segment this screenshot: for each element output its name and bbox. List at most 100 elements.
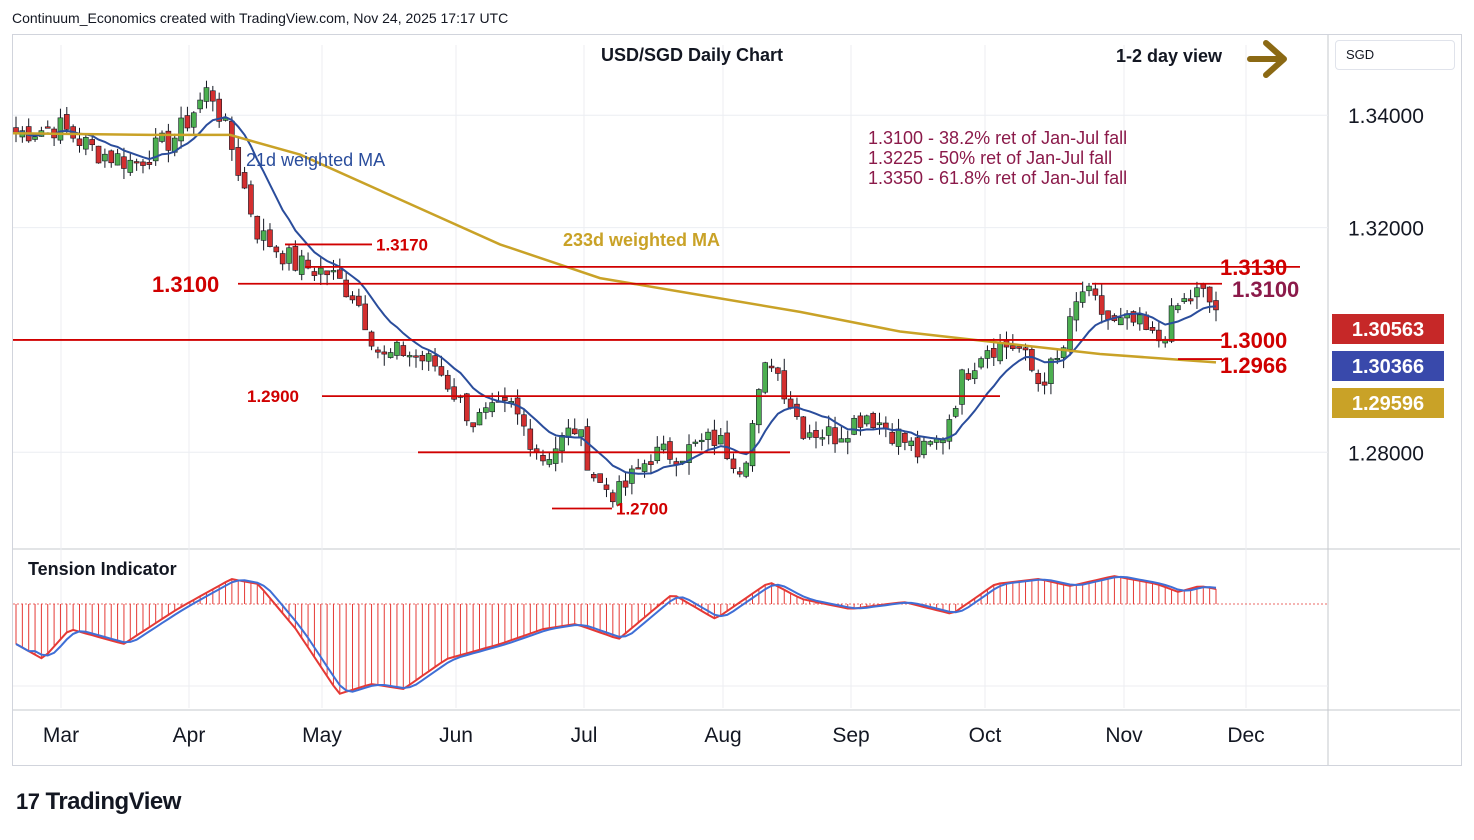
candle-body bbox=[133, 161, 140, 164]
candle-body bbox=[832, 427, 838, 445]
candle-body bbox=[349, 295, 356, 301]
chart-title: USD/SGD Daily Chart bbox=[601, 45, 783, 65]
right-arrow-icon bbox=[1247, 40, 1287, 78]
candle-body bbox=[444, 374, 451, 390]
candle-body bbox=[1060, 347, 1067, 359]
candle-body bbox=[89, 139, 95, 146]
candle-body bbox=[1092, 288, 1099, 296]
candle-body bbox=[260, 230, 267, 241]
candle-body bbox=[254, 215, 261, 240]
candle-body bbox=[356, 295, 362, 306]
candle-body bbox=[870, 412, 876, 428]
candle-body bbox=[825, 426, 832, 436]
ma233-label: 233d weighted MA bbox=[563, 230, 720, 250]
candle-body bbox=[851, 417, 857, 435]
candle-body bbox=[635, 467, 642, 470]
candle-body bbox=[32, 136, 38, 140]
candle-body bbox=[476, 412, 483, 426]
candle-body bbox=[375, 349, 381, 353]
x-tick-label: May bbox=[302, 724, 342, 747]
candle-body bbox=[114, 153, 121, 166]
level-label-1.3130: 1.3130 bbox=[1220, 255, 1287, 280]
candle-body bbox=[1187, 298, 1194, 302]
x-tick-label: Jun bbox=[439, 724, 473, 747]
candle-body bbox=[1206, 286, 1213, 303]
candle-body bbox=[1105, 310, 1111, 320]
view-label: 1-2 day view bbox=[1116, 46, 1223, 66]
chart-caption: Continuum_Economics created with Trading… bbox=[12, 10, 509, 26]
candle-body bbox=[298, 255, 305, 275]
level-label-1.2900: 1.2900 bbox=[247, 387, 299, 406]
candle-body bbox=[603, 484, 610, 490]
candle-body bbox=[597, 473, 603, 483]
candle-body bbox=[210, 90, 216, 102]
candle-body bbox=[952, 408, 959, 417]
candle-body bbox=[844, 438, 851, 443]
candle-body bbox=[1143, 314, 1149, 330]
candle-body bbox=[1035, 372, 1042, 385]
candle-body bbox=[1022, 347, 1029, 351]
candle-body bbox=[381, 351, 388, 355]
x-tick-label: Oct bbox=[969, 724, 1002, 747]
candle-body bbox=[1086, 285, 1092, 292]
ma233-line bbox=[12, 131, 1217, 364]
candle-body bbox=[724, 432, 730, 460]
candle-body bbox=[819, 437, 826, 440]
candle-body bbox=[343, 279, 349, 298]
candle-body bbox=[997, 342, 1003, 362]
candle-body bbox=[648, 461, 654, 465]
candle-body bbox=[692, 441, 699, 444]
y-tick-label: 1.32000 bbox=[1348, 218, 1424, 241]
candle-body bbox=[317, 267, 324, 275]
candle-body bbox=[654, 446, 661, 462]
candle-body bbox=[571, 428, 578, 435]
candle-body bbox=[1181, 298, 1188, 302]
candle-body bbox=[387, 352, 394, 358]
level-label-1.3000: 1.3000 bbox=[1220, 328, 1287, 353]
candle-body bbox=[1054, 358, 1061, 361]
candle-body bbox=[857, 415, 864, 428]
candle-body bbox=[902, 432, 908, 443]
candle-body bbox=[44, 126, 51, 129]
candle-body bbox=[794, 403, 800, 417]
candle-body bbox=[610, 492, 616, 503]
candle-body bbox=[184, 115, 191, 129]
candle-body bbox=[438, 366, 445, 376]
symbol-box[interactable]: SGD bbox=[1335, 40, 1455, 70]
x-tick-label: Nov bbox=[1105, 724, 1143, 747]
candle-body bbox=[914, 437, 921, 458]
fib-note: 1.3100 - 38.2% ret of Jan-Jul fall bbox=[868, 128, 1127, 148]
candle-body bbox=[1029, 349, 1035, 371]
candle-body bbox=[521, 414, 527, 427]
candle-body bbox=[127, 159, 134, 173]
candle-body bbox=[394, 341, 400, 356]
candle-body bbox=[584, 426, 591, 471]
candle-body bbox=[762, 362, 769, 393]
candle-body bbox=[622, 480, 629, 488]
candle-body bbox=[203, 87, 210, 102]
candle-body bbox=[578, 429, 584, 438]
ma21-label: 21d weighted MA bbox=[246, 150, 385, 170]
candle-body bbox=[451, 386, 457, 400]
candle-body bbox=[1079, 291, 1086, 303]
candle-body bbox=[787, 398, 794, 408]
candle-body bbox=[95, 145, 102, 164]
candle-body bbox=[330, 270, 337, 273]
candle-body bbox=[1117, 317, 1124, 326]
indicator-title: Tension Indicator bbox=[28, 559, 177, 579]
candle-body bbox=[990, 347, 997, 358]
candle-body bbox=[489, 402, 495, 413]
price-tag-label: 1.30366 bbox=[1352, 356, 1424, 378]
level-label-1.3100-right: 1.3100 bbox=[1232, 277, 1299, 302]
price-tag bbox=[1332, 351, 1444, 381]
candle-body bbox=[768, 365, 775, 369]
candle-body bbox=[311, 271, 318, 276]
candle-body bbox=[1130, 311, 1137, 323]
candle-body bbox=[463, 393, 470, 422]
candle-body bbox=[756, 389, 762, 426]
candle-body bbox=[152, 137, 159, 162]
tradingview-logo[interactable]: 17 TradingView bbox=[16, 788, 181, 816]
x-tick-label: Aug bbox=[704, 724, 741, 747]
candle-body bbox=[559, 435, 565, 452]
candle-body bbox=[775, 367, 781, 374]
